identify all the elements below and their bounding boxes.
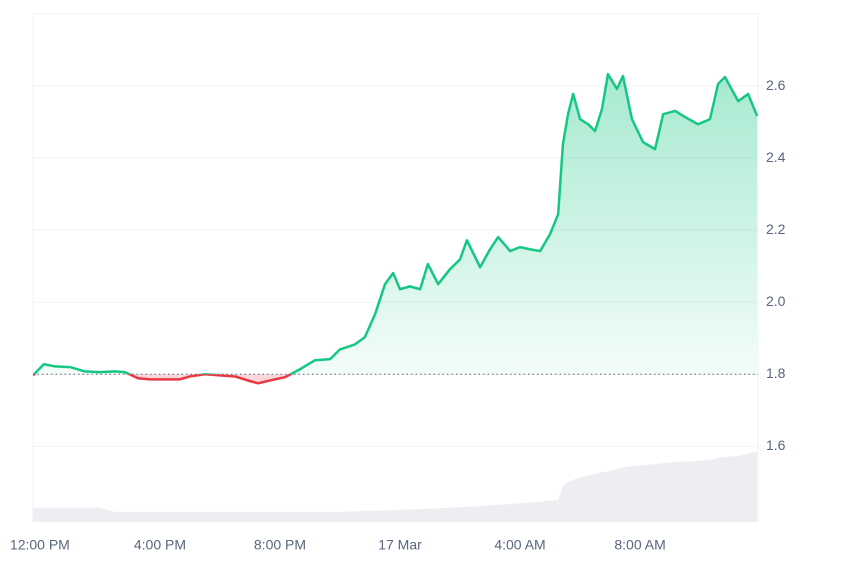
price-line-down bbox=[33, 374, 294, 385]
volume-area bbox=[33, 451, 758, 522]
y-tick-label: 1.6 bbox=[766, 437, 786, 453]
price-line bbox=[33, 72, 758, 375]
x-tick-label: 4:00 PM bbox=[134, 537, 186, 553]
x-tick-label: 12:00 PM bbox=[10, 537, 70, 553]
x-tick-label: 17 Mar bbox=[378, 537, 422, 553]
x-tick-label: 8:00 AM bbox=[614, 537, 665, 553]
y-tick-label: 2.0 bbox=[766, 293, 786, 309]
x-tick-label: 8:00 PM bbox=[254, 537, 306, 553]
y-tick-label: 2.2 bbox=[766, 221, 786, 237]
y-tick-label: 2.6 bbox=[766, 77, 786, 93]
x-tick-label: 4:00 AM bbox=[494, 537, 545, 553]
price-area-up bbox=[34, 74, 758, 375]
y-tick-label: 1.8 bbox=[766, 365, 786, 381]
y-tick-label: 2.4 bbox=[766, 149, 786, 165]
